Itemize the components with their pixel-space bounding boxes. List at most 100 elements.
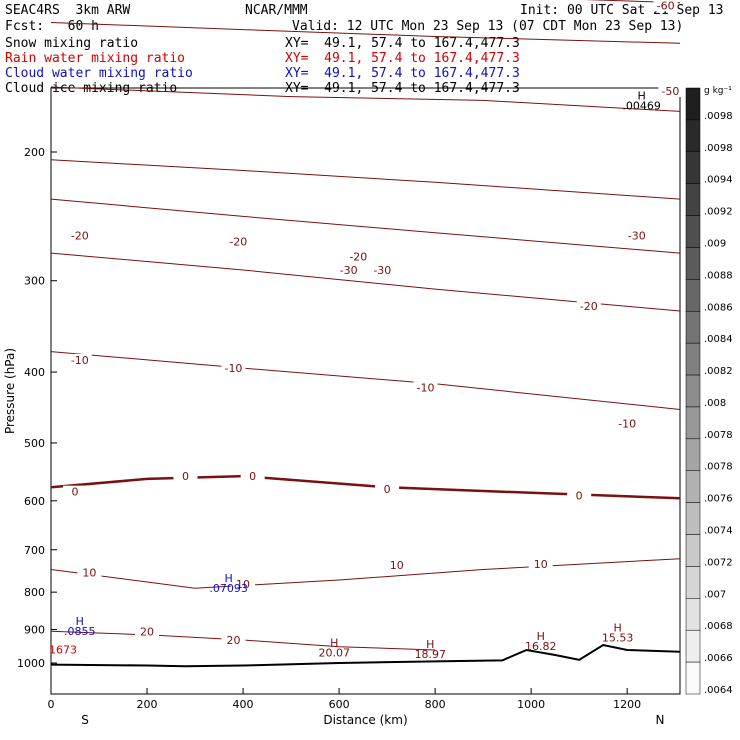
contour-label: -10: [417, 382, 435, 395]
colorbar-tick-label: .0078: [704, 430, 733, 441]
y-tick-label: 300: [24, 275, 45, 288]
contour-line: [50, 558, 681, 589]
contour-label-bg: [567, 489, 592, 502]
x-tick-label: 0: [48, 698, 55, 711]
colorbar-swatch: [685, 661, 701, 695]
snow-value: .00469: [622, 100, 661, 113]
plot-frame: [50, 87, 681, 695]
colorbar-tick-label: .0072: [704, 557, 733, 568]
contour-label: -30: [628, 229, 646, 242]
colorbar-swatch: [685, 247, 701, 280]
colorbar-tick-label: .009: [704, 238, 726, 249]
contour-label-bg: [528, 557, 553, 570]
max-h-label: H: [330, 637, 338, 650]
colorbar-tick-label: .0098: [704, 143, 733, 154]
contour-label-bg: [77, 566, 102, 579]
contour-label: -20: [580, 300, 598, 313]
colorbar-swatch: [685, 374, 701, 408]
contour-line: [50, 351, 681, 410]
contour-line: [583, 0, 681, 4]
contour-label: -10: [224, 362, 242, 375]
colorbar-tick-label: .0086: [704, 302, 733, 313]
colorbar-swatch: [685, 470, 701, 503]
center-label: NCAR/MMM: [245, 3, 308, 18]
contour-line: [50, 22, 681, 44]
contour-label-bg: [658, 84, 683, 97]
x-tick-label: 600: [329, 698, 350, 711]
colorbar-swatch: [685, 215, 701, 248]
max-h-label: H: [426, 638, 434, 651]
max-value-label: 20.07: [319, 647, 351, 660]
contour-label: 20: [226, 634, 240, 647]
colorbar-tick-label: .0078: [704, 462, 733, 473]
y-tick-label: 400: [24, 366, 45, 379]
contour-label: -30: [340, 264, 358, 277]
terrain: [50, 643, 681, 668]
field-name-cloud-water: Cloud water mixing ratio: [5, 66, 193, 81]
contour-label: 20: [140, 625, 154, 638]
max-h-label: H: [613, 622, 621, 635]
snow-h-label: H: [637, 90, 645, 103]
colorbar-tick-label: .0068: [704, 621, 733, 632]
colorbar-swatch: [685, 311, 701, 344]
y-tick-label: 900: [24, 624, 45, 637]
colorbar-swatch: [685, 566, 701, 599]
colorbar-tick-label: .0082: [704, 366, 733, 377]
terrain-line: [50, 643, 681, 668]
colorbar-tick-label: .008: [704, 398, 726, 409]
contour-label: 0: [576, 489, 583, 502]
cloud-water-h-label: H: [76, 615, 84, 628]
x-tick-label: 1000: [517, 698, 545, 711]
contour-label-bg: [375, 482, 400, 495]
colorbar-swatch: [685, 342, 701, 376]
colorbar-tick-label: .0094: [704, 175, 733, 186]
temperature-contours: [50, 0, 681, 651]
contour-label: -60: [657, 0, 675, 12]
contour-label-bg: [240, 470, 265, 483]
contour-label: 0: [72, 486, 79, 499]
colorbar-swatch: [685, 502, 701, 535]
y-tick-label: 500: [24, 437, 45, 450]
contour-label: -20: [349, 251, 367, 264]
contour-label: -20: [229, 235, 247, 248]
contour-label-bg: [370, 263, 395, 276]
contour-label-bg: [221, 633, 246, 646]
colorbar-tick-label: .0088: [704, 270, 733, 281]
contour-label: -50: [661, 85, 679, 98]
colorbar-tick-label: .0074: [704, 526, 733, 537]
cloud-water-value: .0855: [64, 625, 96, 638]
contour-label-bg: [221, 362, 246, 375]
contour-label-bg: [346, 250, 371, 263]
contour-label-bg: [226, 235, 251, 248]
contour-label-bg: [67, 229, 92, 242]
contour-label-bg: [384, 559, 409, 572]
contour-label-bg: [624, 229, 649, 242]
contour-label: -10: [618, 417, 636, 430]
field-xy-rain: XY= 49.1, 57.4 to 167.4,477.3: [285, 51, 520, 66]
contour-label-bg: [67, 353, 92, 366]
contour-line: [50, 86, 681, 112]
contour-label-bg: [135, 625, 160, 638]
x-tick-label: 1200: [613, 698, 641, 711]
colorbar-tick-label: .0064: [704, 685, 733, 696]
colorbar-swatch: [685, 183, 701, 216]
cloud-water-h-label: H: [225, 572, 233, 585]
colorbar-swatch: [685, 119, 701, 153]
cloud-water-value: .07093: [209, 582, 248, 595]
contour-label: 10: [534, 558, 548, 571]
axes: 0 200 400 600 800 1000 12002003004005006007008…: [3, 146, 664, 727]
contour-label: -30: [373, 264, 391, 277]
contour-line: [50, 159, 681, 200]
contour-label: 10: [390, 559, 404, 572]
contour-label: 10: [82, 567, 96, 580]
colorbar-unit: g kg⁻¹: [704, 86, 732, 96]
max-value-label: 15.53: [602, 632, 634, 645]
colorbar-tick-label: .0084: [704, 334, 733, 345]
max-value-label: 1673: [49, 643, 77, 656]
contour-labels: -70-70-60-50-30-30-30-20-20-20-20-10-10-…: [49, 0, 683, 661]
valid-time: Valid: 12 UTC Mon 23 Sep 13 (07 CDT Mon …: [292, 19, 684, 34]
field-name-snow: Snow mixing ratio: [5, 36, 139, 51]
model-title: SEAC4RS 3km ARW: [5, 3, 131, 18]
colorbar-swatch: [685, 598, 701, 631]
